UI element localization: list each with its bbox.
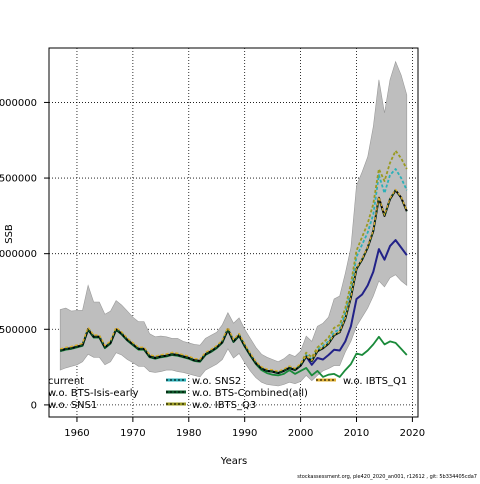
series-line-6	[60, 188, 408, 372]
y-tick-label: 0	[31, 400, 37, 411]
x-tick-label: 1990	[232, 428, 257, 439]
y-axis-label: SSB	[4, 224, 15, 244]
legend-label: w.o. SNS1	[48, 400, 97, 411]
y-tick-label: 500000	[0, 325, 37, 336]
confidence-band-area	[59, 60, 408, 387]
confidence-band	[59, 60, 408, 387]
y-tick-label: 1000000	[0, 249, 37, 260]
legend-label: current	[48, 376, 84, 387]
y-tick-label: 1500000	[0, 174, 37, 185]
x-tick-label: 1980	[176, 428, 201, 439]
legend-label: w.o. SNS2	[192, 376, 241, 387]
x-tick-label: 1960	[64, 428, 89, 439]
series-lines	[59, 149, 408, 378]
legend-label: w.o. IBTS_Q3	[192, 400, 256, 411]
y-tick-label: 2000000	[0, 98, 37, 109]
x-tick-label: 2000	[288, 428, 313, 439]
legend-label: w.o. BTS-Combined(all)	[192, 388, 308, 399]
legend-label: w.o. IBTS_Q1	[343, 376, 407, 387]
plot-frame	[48, 47, 419, 418]
x-tick-label: 1970	[120, 428, 145, 439]
footnote: stockassessment.org, ple420_2020_an001, …	[297, 474, 477, 480]
x-axis-ticks: 1960 1970 1980 1990 2000 2010 2020	[64, 417, 425, 439]
legend-label: w.o. BTS-Isis-early	[48, 388, 139, 399]
y-axis-ticks: 0 500000 1000000 1500000 2000000	[0, 98, 49, 411]
x-tick-label: 2020	[400, 428, 425, 439]
x-axis-label: Years	[220, 456, 247, 467]
x-tick-label: 2010	[344, 428, 369, 439]
